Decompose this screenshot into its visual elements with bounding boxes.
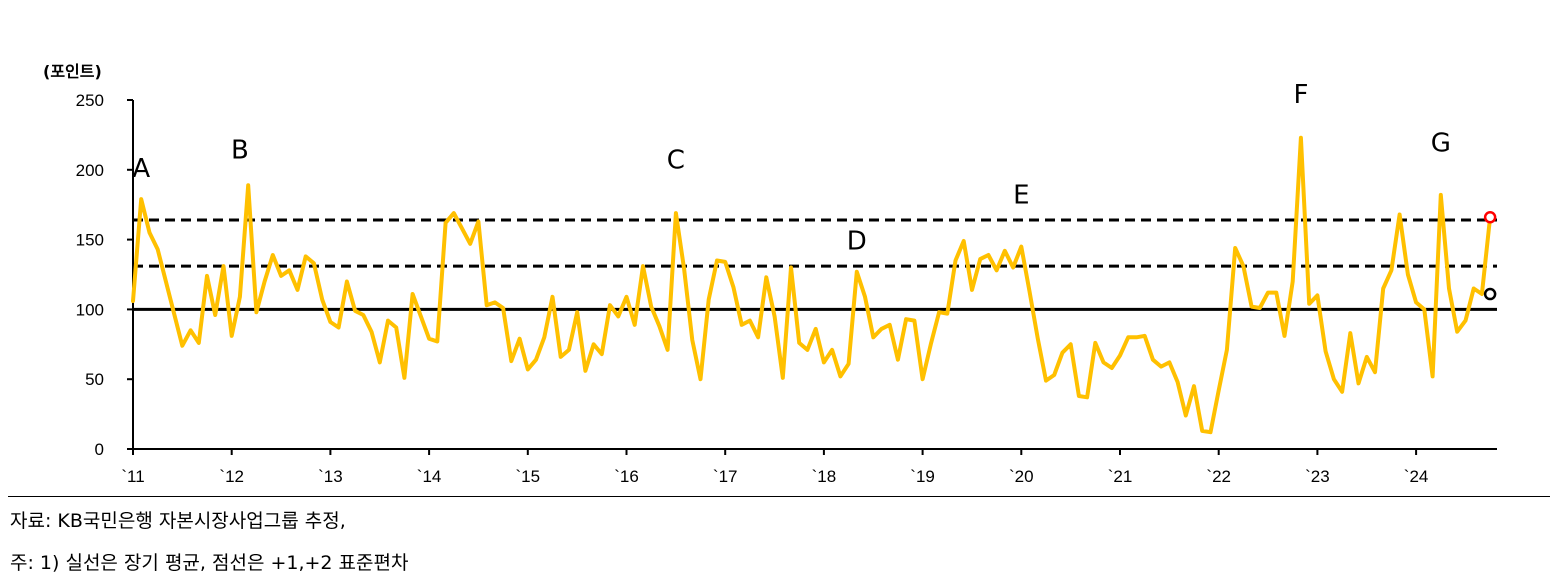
x-axis: `11 `12 `13 `14 `15 `16 `17 `18 `19 `20 `21 `22 `23 `… (121, 448, 1497, 486)
annotation-label: C (667, 145, 685, 175)
x-tick-label: `22 (1206, 467, 1231, 486)
y-tick-label: 0 (95, 440, 104, 459)
series-group (131, 135, 1493, 435)
x-tick-label: `23 (1305, 467, 1330, 486)
x-tick-label: `15 (516, 467, 541, 486)
point-marker (1483, 211, 1497, 224)
x-tick-label: `17 (713, 467, 738, 486)
annotation-label: D (847, 226, 867, 256)
annotation-label: B (231, 136, 249, 166)
markers-group (1483, 211, 1497, 301)
y-tick-label: 250 (76, 91, 104, 110)
x-tick-label: `11 (121, 467, 144, 486)
x-tick-label: `16 (614, 467, 639, 486)
y-tick-label: 200 (76, 161, 104, 180)
source-divider (8, 496, 1550, 497)
y-axis: 0 50 100 150 200 250 (76, 91, 134, 459)
x-tick-label: `14 (417, 467, 442, 486)
x-tick-label: `24 (1404, 467, 1429, 486)
x-tick-label: `21 (1108, 467, 1133, 486)
annotations-group: A B C D E F G (132, 80, 1451, 257)
point-marker (1483, 287, 1497, 301)
y-tick-label: 100 (76, 300, 104, 319)
x-tick-label: `13 (318, 467, 343, 486)
reference-lines (133, 218, 1497, 311)
line-chart: (포인트) 0 50 100 150 200 250 `11 `12 `13 `14 `15 `16… (43, 62, 1497, 486)
x-tick-label: `20 (1009, 467, 1034, 486)
y-tick-label: 50 (85, 370, 104, 389)
annotation-label: G (1431, 129, 1451, 159)
y-axis-unit-label: (포인트) (43, 62, 102, 81)
x-tick-label: `12 (219, 467, 244, 486)
annotation-label: F (1293, 80, 1308, 110)
series-line (131, 135, 1493, 435)
footnote: 주: 1) 실선은 장기 평균, 점선은 +1,+2 표준편차 (10, 552, 409, 574)
annotation-label: E (1013, 180, 1029, 210)
source-note: 자료: KB국민은행 자본시장사업그룹 추정, (10, 510, 346, 532)
y-tick-label: 150 (76, 231, 104, 250)
x-tick-label: `19 (910, 467, 935, 486)
x-tick-label: `18 (812, 467, 837, 486)
annotation-label: A (132, 154, 150, 184)
